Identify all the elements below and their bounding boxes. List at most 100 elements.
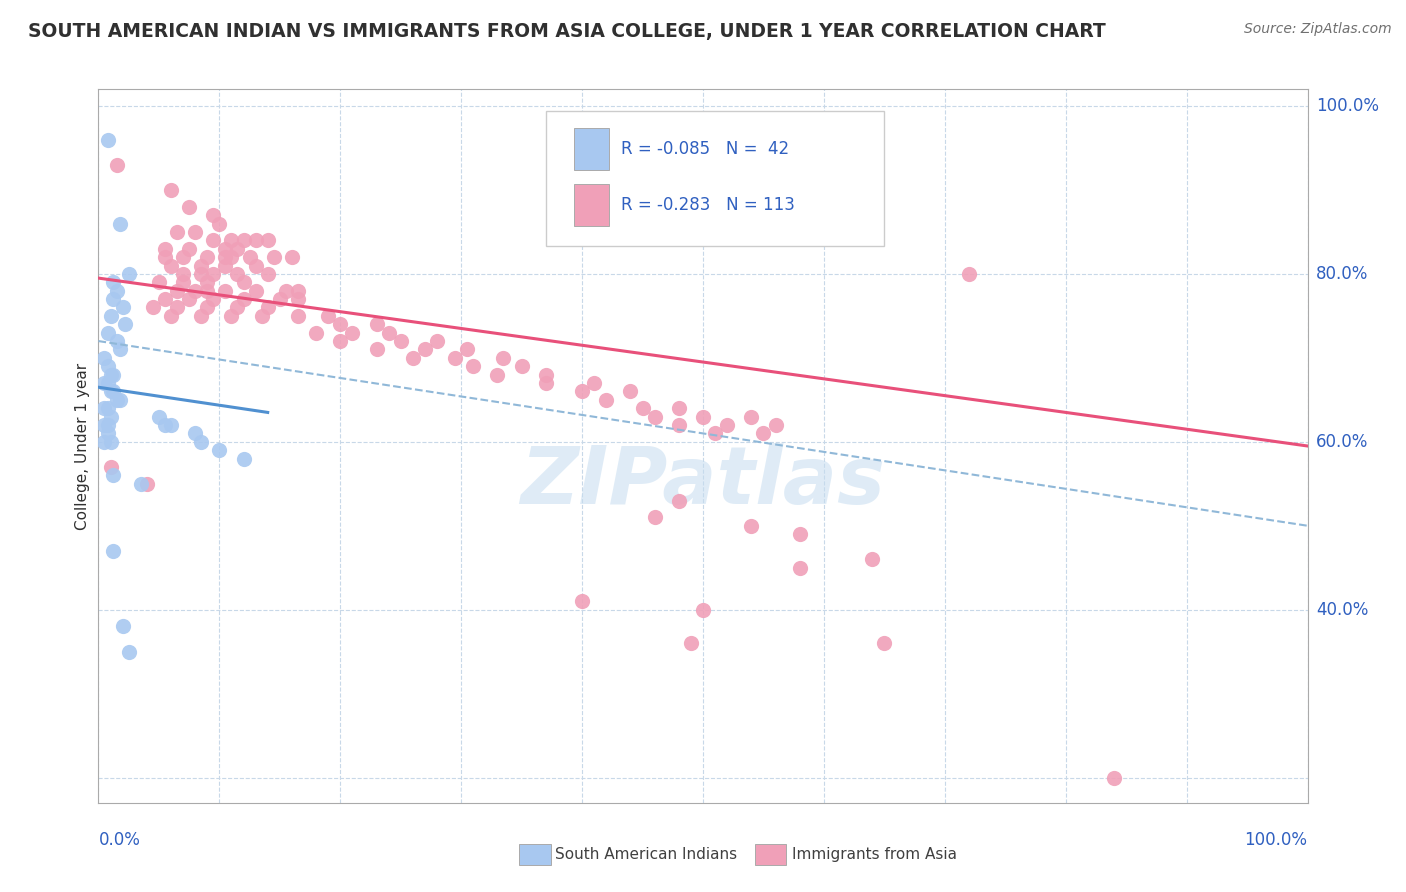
Point — [105, 334, 128, 348]
Point — [100, 309, 122, 323]
Point — [93, 401, 115, 416]
Point — [571, 594, 593, 608]
Point — [232, 292, 254, 306]
Point — [160, 183, 183, 197]
Point — [329, 334, 352, 348]
Point — [114, 318, 136, 332]
Point — [668, 493, 690, 508]
Point — [740, 409, 762, 424]
Point — [245, 233, 267, 247]
Point — [214, 259, 236, 273]
Point — [256, 233, 278, 247]
Point — [108, 392, 131, 407]
FancyBboxPatch shape — [574, 128, 609, 170]
Text: Immigrants from Asia: Immigrants from Asia — [793, 847, 957, 862]
Point — [97, 132, 120, 146]
FancyBboxPatch shape — [755, 844, 786, 865]
Point — [101, 368, 124, 382]
Point — [108, 343, 131, 357]
Point — [287, 309, 309, 323]
Point — [101, 275, 124, 289]
Point — [426, 334, 449, 348]
Point — [97, 417, 120, 432]
Point — [100, 460, 122, 475]
Point — [765, 417, 787, 432]
Point — [263, 250, 285, 264]
Point — [619, 384, 641, 399]
Point — [101, 544, 124, 558]
Point — [153, 417, 176, 432]
Point — [97, 359, 120, 374]
FancyBboxPatch shape — [519, 844, 551, 865]
Point — [101, 384, 124, 399]
Point — [166, 284, 188, 298]
Point — [221, 309, 243, 323]
Point — [226, 242, 249, 256]
Point — [510, 359, 533, 374]
Point — [111, 301, 134, 315]
Point — [631, 401, 654, 416]
Point — [716, 417, 738, 432]
Point — [93, 434, 115, 449]
Point — [316, 309, 339, 323]
Point — [274, 284, 297, 298]
Point — [232, 233, 254, 247]
Text: ZIPatlas: ZIPatlas — [520, 442, 886, 521]
Point — [704, 426, 727, 441]
Point — [402, 351, 425, 365]
Point — [329, 318, 352, 332]
Point — [97, 426, 120, 441]
Point — [100, 368, 122, 382]
Point — [129, 476, 152, 491]
Point — [860, 552, 883, 566]
Point — [232, 451, 254, 466]
Point — [221, 250, 243, 264]
Point — [148, 275, 170, 289]
Point — [377, 326, 399, 340]
Point — [118, 267, 141, 281]
Text: 100.0%: 100.0% — [1244, 830, 1308, 848]
Point — [202, 292, 225, 306]
Point — [108, 217, 131, 231]
Point — [789, 527, 811, 541]
Point — [789, 560, 811, 574]
Point — [232, 275, 254, 289]
Point — [287, 284, 309, 298]
Point — [93, 376, 115, 390]
Point — [668, 417, 690, 432]
Point — [135, 476, 157, 491]
Point — [202, 233, 225, 247]
Point — [305, 326, 328, 340]
Point — [239, 250, 262, 264]
Point — [142, 301, 165, 315]
Point — [256, 267, 278, 281]
Point — [202, 267, 225, 281]
Point — [153, 250, 176, 264]
Point — [444, 351, 467, 365]
Point — [534, 376, 557, 390]
Text: SOUTH AMERICAN INDIAN VS IMMIGRANTS FROM ASIA COLLEGE, UNDER 1 YEAR CORRELATION : SOUTH AMERICAN INDIAN VS IMMIGRANTS FROM… — [28, 22, 1107, 41]
Point — [105, 392, 128, 407]
Point — [190, 267, 212, 281]
Text: 100.0%: 100.0% — [1316, 97, 1379, 115]
Point — [101, 292, 124, 306]
Point — [692, 409, 714, 424]
Point — [214, 250, 236, 264]
Point — [190, 309, 212, 323]
Point — [190, 259, 212, 273]
FancyBboxPatch shape — [546, 111, 884, 246]
Point — [226, 301, 249, 315]
Point — [644, 409, 666, 424]
Point — [97, 376, 120, 390]
Point — [105, 284, 128, 298]
Point — [100, 434, 122, 449]
Text: Source: ZipAtlas.com: Source: ZipAtlas.com — [1244, 22, 1392, 37]
Point — [202, 208, 225, 222]
Point — [256, 301, 278, 315]
Point — [366, 318, 388, 332]
Point — [177, 200, 201, 214]
Point — [740, 518, 762, 533]
Point — [160, 417, 183, 432]
Point — [97, 326, 120, 340]
Point — [93, 417, 115, 432]
